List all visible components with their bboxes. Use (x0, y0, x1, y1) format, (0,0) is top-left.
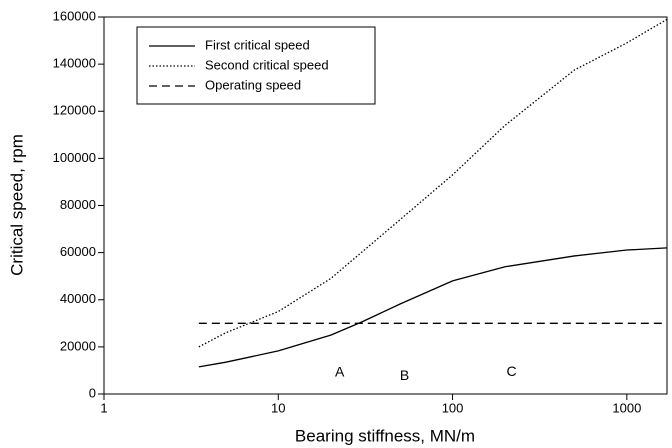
y-tick-label: 0 (89, 385, 96, 400)
series-line (198, 247, 668, 368)
y-tick-label: 100000 (53, 150, 96, 165)
y-tick-label: 140000 (53, 56, 96, 71)
annotation: A (335, 363, 345, 379)
y-tick-label: 80000 (60, 197, 96, 212)
legend-box (136, 26, 376, 105)
y-axis-label: Critical speed, rpm (7, 134, 26, 276)
y-tick-label: 160000 (53, 8, 96, 23)
y-tick-label: 60000 (60, 244, 96, 259)
y-tick-label: 40000 (60, 291, 96, 306)
annotation: C (506, 363, 516, 379)
legend-label: Operating speed (205, 77, 301, 92)
x-tick-label: 1 (100, 400, 107, 415)
legend-label: Second critical speed (205, 57, 329, 72)
x-axis-label: Bearing stiffness, MN/m (295, 426, 475, 445)
x-tick-label: 100 (442, 400, 464, 415)
annotation: B (400, 367, 409, 383)
y-tick-label: 120000 (53, 103, 96, 118)
x-tick-label: 10 (271, 400, 285, 415)
legend-label: First critical speed (205, 37, 310, 52)
x-tick-label: 1000 (612, 400, 641, 415)
y-tick-label: 20000 (60, 338, 96, 353)
